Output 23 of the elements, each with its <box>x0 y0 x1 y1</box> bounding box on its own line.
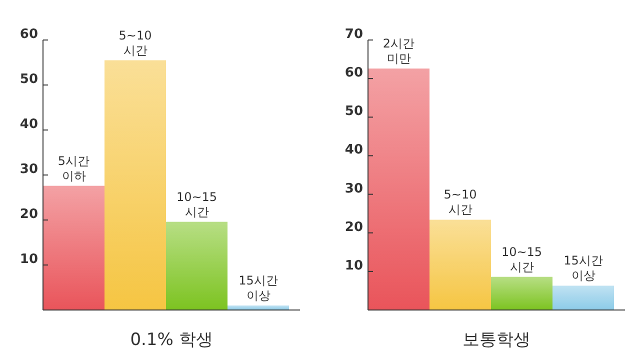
y-tick-label: 40 <box>20 117 38 132</box>
y-tick-label: 10 <box>20 252 38 267</box>
y-tick-label: 50 <box>20 72 38 87</box>
x-tick-label: 10~15 시간 <box>176 190 218 219</box>
x-tick-label: 5시간 이하 <box>58 154 90 183</box>
y-tick-label: 30 <box>20 162 38 177</box>
x-tick-label: 5~10 시간 <box>444 188 477 217</box>
y-tick-label: 20 <box>20 207 38 222</box>
x-tick-label: 15시간 이상 <box>564 254 603 283</box>
y-tick-label: 20 <box>344 220 363 235</box>
x-axis-title: 0.1% 학생 <box>130 330 213 350</box>
y-tick-label: 10 <box>344 258 363 274</box>
x-tick-label: 5~10 시간 <box>118 28 152 58</box>
y-tick-label: 70 <box>344 27 363 42</box>
y-tick-label: 60 <box>20 27 38 42</box>
y-tick-label: 40 <box>344 142 363 158</box>
x-tick-label: 2시간 미만 <box>382 36 415 66</box>
x-tick-label: 15시간 이상 <box>238 274 278 302</box>
y-tick-label: 30 <box>344 181 363 196</box>
x-axis-title: 보통학생 <box>462 330 530 350</box>
y-tick-label: 50 <box>344 104 363 120</box>
y-tick-label: 60 <box>344 66 363 81</box>
x-tick-label: 10~15 시간 <box>501 244 542 274</box>
